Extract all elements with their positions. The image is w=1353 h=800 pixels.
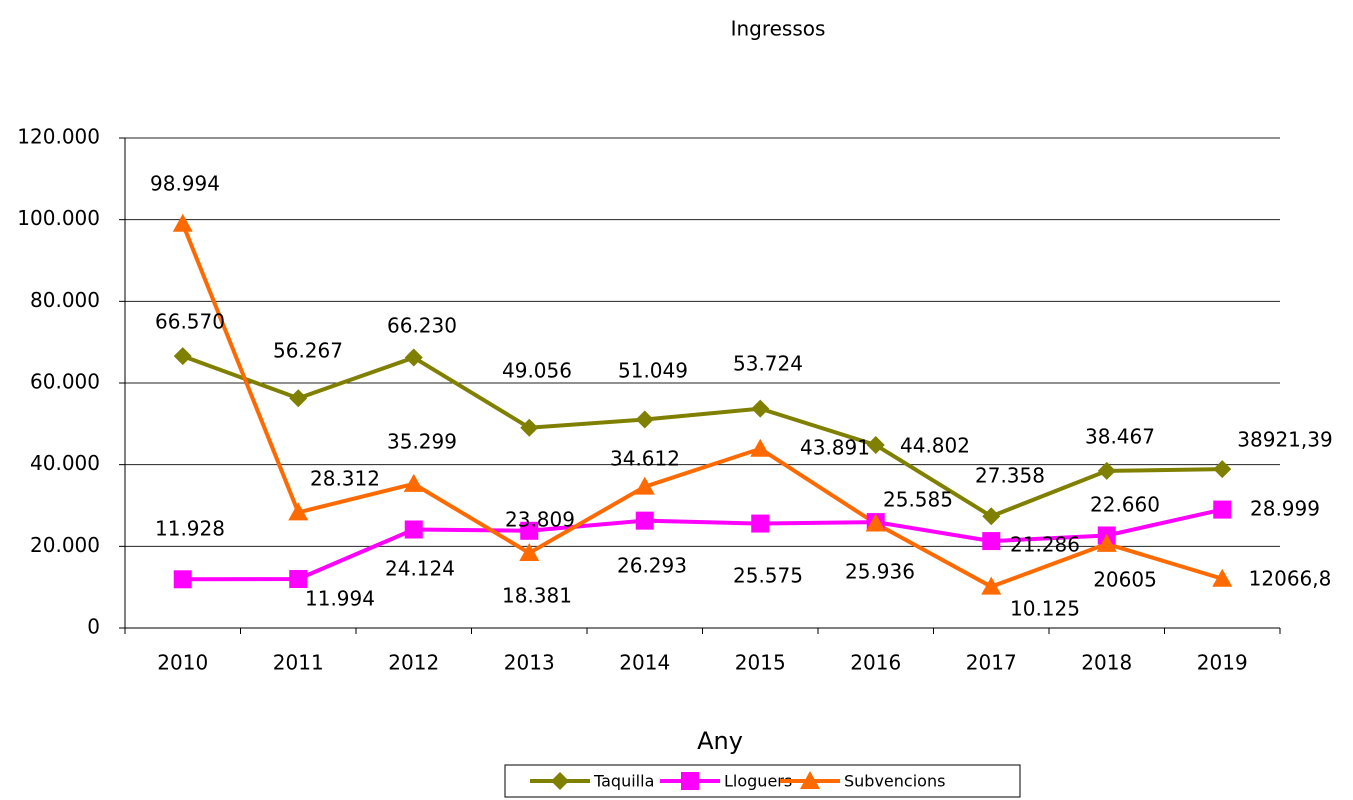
point-marker: [288, 502, 309, 521]
data-label: 28.312: [310, 467, 380, 491]
point-marker: [982, 507, 1001, 526]
point-marker: [1212, 568, 1233, 587]
legend-label: Lloguers: [724, 772, 792, 791]
data-label: 51.049: [618, 359, 688, 383]
point-marker: [751, 514, 770, 533]
data-label: 49.056: [502, 359, 572, 383]
data-label: 25.585: [883, 488, 953, 512]
point-marker: [173, 347, 192, 366]
x-tick-label: 2018: [1081, 651, 1132, 675]
data-label: 66.570: [155, 310, 225, 334]
point-marker: [520, 418, 539, 437]
point-marker: [635, 511, 654, 530]
data-label: 43.891: [800, 436, 870, 460]
series-line: [182, 354, 1223, 519]
data-label: 23.809: [505, 508, 575, 532]
data-label: 21.286: [1010, 533, 1080, 557]
data-label: 38.467: [1085, 425, 1155, 449]
data-label: 22.660: [1090, 493, 1160, 517]
data-label: 28.999: [1250, 497, 1320, 521]
x-tick-label: 2015: [735, 651, 786, 675]
y-tick-label: 60.000: [30, 370, 100, 394]
chart-title: Ingressos: [731, 17, 826, 41]
point-marker: [173, 570, 192, 589]
point-marker: [172, 213, 193, 232]
data-label: 38921,39: [1237, 428, 1332, 452]
data-label: 25.936: [845, 560, 915, 584]
point-marker: [982, 532, 1001, 551]
x-tick-label: 2010: [157, 651, 208, 675]
point-marker: [1213, 460, 1232, 479]
x-tick-label: 2017: [966, 651, 1017, 675]
x-tick-label: 2019: [1197, 651, 1248, 675]
y-tick-label: 20.000: [30, 533, 100, 557]
x-axis-label: Any: [697, 727, 743, 755]
data-label: 56.267: [273, 339, 343, 363]
point-marker: [404, 520, 423, 539]
data-label: 20605: [1093, 568, 1157, 592]
point-marker: [1097, 461, 1116, 480]
point-marker: [751, 399, 770, 418]
legend-marker: [551, 772, 569, 790]
legend-marker: [800, 771, 820, 789]
x-tick-label: 2013: [504, 651, 555, 675]
point-marker: [1096, 533, 1117, 552]
data-label: 27.358: [975, 464, 1045, 488]
y-tick-label: 80.000: [30, 288, 100, 312]
legend-marker: [681, 772, 699, 790]
y-tick-label: 40.000: [30, 451, 100, 475]
data-label: 25.575: [733, 564, 803, 588]
data-label: 24.124: [385, 557, 455, 581]
data-label: 35.299: [387, 430, 457, 454]
point-marker: [750, 438, 771, 457]
point-marker: [981, 576, 1002, 595]
x-tick-label: 2011: [273, 651, 324, 675]
point-marker: [289, 389, 308, 408]
data-label: 12066,8: [1249, 567, 1332, 591]
data-label: 26.293: [617, 554, 687, 578]
x-tick-label: 2016: [850, 651, 901, 675]
x-tick-label: 2014: [619, 651, 670, 675]
series-line: [180, 223, 1223, 589]
data-label: 10.125: [1010, 597, 1080, 621]
data-label: 11.928: [155, 517, 225, 541]
data-label: 66.230: [387, 314, 457, 338]
data-label: 44.802: [900, 434, 970, 458]
legend-label: Subvencions: [844, 772, 945, 791]
point-marker: [404, 348, 423, 367]
data-label: 11.994: [305, 587, 375, 611]
legend-label: Taquilla: [593, 772, 654, 791]
point-marker: [866, 436, 885, 455]
point-marker: [289, 570, 308, 589]
legend-box: [504, 764, 1021, 798]
point-marker: [403, 473, 424, 492]
data-label: 98.994: [150, 172, 220, 196]
point-marker: [520, 521, 539, 540]
point-marker: [635, 410, 654, 429]
y-tick-label: 0: [87, 615, 100, 639]
x-tick-label: 2012: [388, 651, 439, 675]
data-label: 18.381: [502, 584, 572, 608]
point-marker: [865, 513, 886, 532]
y-tick-label: 120.000: [17, 125, 100, 149]
point-marker: [634, 476, 655, 495]
point-marker: [519, 542, 540, 561]
data-label: 53.724: [733, 352, 803, 376]
series-line: [182, 507, 1223, 582]
y-tick-label: 100.000: [17, 206, 100, 230]
point-marker: [1213, 500, 1232, 519]
data-label: 34.612: [610, 447, 680, 471]
